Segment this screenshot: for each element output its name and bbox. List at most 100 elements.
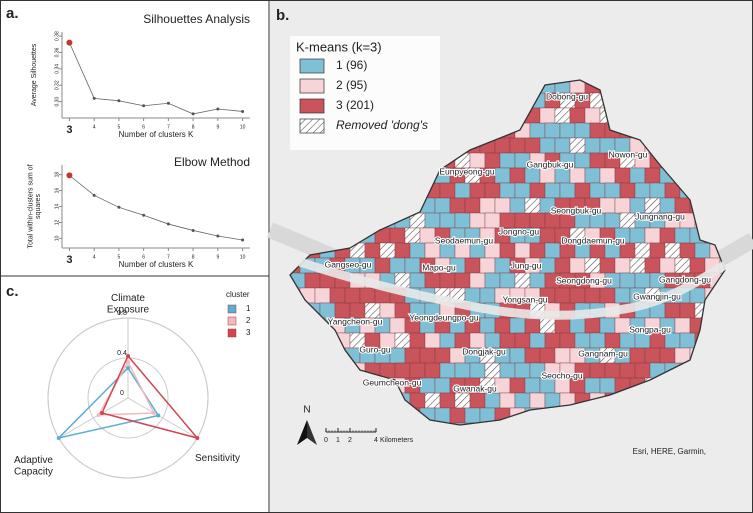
dong bbox=[569, 377, 586, 394]
dong bbox=[509, 377, 526, 394]
dong bbox=[554, 377, 571, 394]
dong bbox=[589, 242, 606, 259]
dong bbox=[424, 242, 441, 259]
scale-label: 2 bbox=[348, 437, 352, 444]
han-river bbox=[298, 257, 728, 320]
dong bbox=[479, 317, 496, 334]
dong bbox=[574, 212, 591, 229]
legend-label: 1 (96) bbox=[336, 58, 367, 72]
dong bbox=[514, 272, 531, 289]
dong bbox=[479, 257, 496, 274]
dong bbox=[394, 242, 411, 259]
dong bbox=[544, 212, 561, 229]
dong bbox=[539, 137, 556, 154]
district-label: Yeongdeungpo-gu bbox=[409, 312, 478, 322]
r-tick-label: 0 bbox=[120, 390, 124, 397]
dong bbox=[664, 242, 681, 259]
dong bbox=[574, 332, 591, 349]
dong bbox=[659, 227, 676, 244]
dong bbox=[674, 227, 691, 244]
legend-label: 1 bbox=[246, 304, 251, 313]
dong bbox=[484, 212, 501, 229]
dong bbox=[439, 212, 456, 229]
y-tick-label: 14 bbox=[54, 204, 60, 210]
panel-label: c. bbox=[6, 283, 19, 300]
dong bbox=[439, 182, 456, 199]
dong bbox=[659, 257, 676, 274]
north-label: N bbox=[303, 405, 310, 416]
x-tick-label: 8 bbox=[192, 124, 195, 130]
x-tick-label: 7 bbox=[167, 254, 170, 260]
dong bbox=[554, 167, 571, 184]
district-label: Gwanak-gu bbox=[453, 383, 497, 393]
dong bbox=[554, 137, 571, 154]
district-label: Gangbuk-gu bbox=[527, 159, 574, 169]
radar-point bbox=[126, 354, 130, 358]
dong bbox=[409, 332, 426, 349]
x-axis-label: Number of clusters K bbox=[119, 130, 194, 139]
dong bbox=[514, 362, 531, 379]
dong bbox=[464, 407, 481, 424]
dong bbox=[539, 377, 556, 394]
dong bbox=[529, 332, 546, 349]
series-line bbox=[69, 42, 243, 115]
dong bbox=[464, 257, 481, 274]
x-axis-label: Number of clusters K bbox=[119, 260, 194, 269]
dong bbox=[464, 287, 481, 304]
dong bbox=[424, 212, 441, 229]
y-axis-label: Total within-clusters sum ofsquares bbox=[27, 164, 42, 248]
point bbox=[191, 112, 195, 116]
dong bbox=[539, 347, 556, 364]
radar-spoke bbox=[127, 397, 198, 439]
dong bbox=[649, 242, 666, 259]
x-tick-label: 7 bbox=[167, 124, 170, 130]
point bbox=[142, 213, 146, 217]
legend-swatch bbox=[227, 304, 237, 314]
x-tick-label: 9 bbox=[216, 124, 219, 130]
north-arrow: N bbox=[297, 405, 317, 445]
district-label: Jongno-gu bbox=[499, 226, 539, 236]
dong bbox=[664, 302, 681, 319]
district-label: Jung-gu bbox=[511, 260, 542, 270]
dong bbox=[424, 332, 441, 349]
dong bbox=[509, 347, 526, 364]
dong bbox=[689, 287, 706, 304]
dong bbox=[469, 182, 486, 199]
dong bbox=[589, 362, 606, 379]
dong bbox=[499, 242, 516, 259]
dong bbox=[359, 287, 376, 304]
dong bbox=[674, 257, 691, 274]
dong bbox=[634, 182, 651, 199]
dong bbox=[674, 317, 691, 334]
dong bbox=[499, 152, 516, 169]
dong bbox=[454, 242, 471, 259]
dong bbox=[589, 212, 606, 229]
radar-point bbox=[156, 413, 161, 418]
dong bbox=[599, 197, 616, 214]
dong bbox=[679, 332, 696, 349]
point bbox=[191, 228, 195, 232]
dong bbox=[559, 242, 576, 259]
dong bbox=[644, 257, 661, 274]
x-tick-label: 5 bbox=[118, 124, 121, 130]
dong bbox=[634, 362, 651, 379]
point bbox=[117, 205, 121, 209]
dong bbox=[514, 332, 531, 349]
dong bbox=[464, 197, 481, 214]
dong bbox=[469, 212, 486, 229]
dong bbox=[439, 332, 456, 349]
dong bbox=[454, 392, 471, 409]
dong bbox=[584, 377, 601, 394]
district-label: Seongdong-gu bbox=[556, 275, 612, 285]
dong bbox=[484, 242, 501, 259]
dong bbox=[559, 122, 576, 139]
dong bbox=[629, 347, 646, 364]
dong bbox=[469, 272, 486, 289]
dong bbox=[554, 287, 571, 304]
dong bbox=[509, 317, 526, 334]
dong bbox=[614, 167, 631, 184]
dong bbox=[529, 242, 546, 259]
dong bbox=[494, 137, 511, 154]
dong bbox=[524, 347, 541, 364]
legend-label: 3 (201) bbox=[336, 98, 374, 112]
